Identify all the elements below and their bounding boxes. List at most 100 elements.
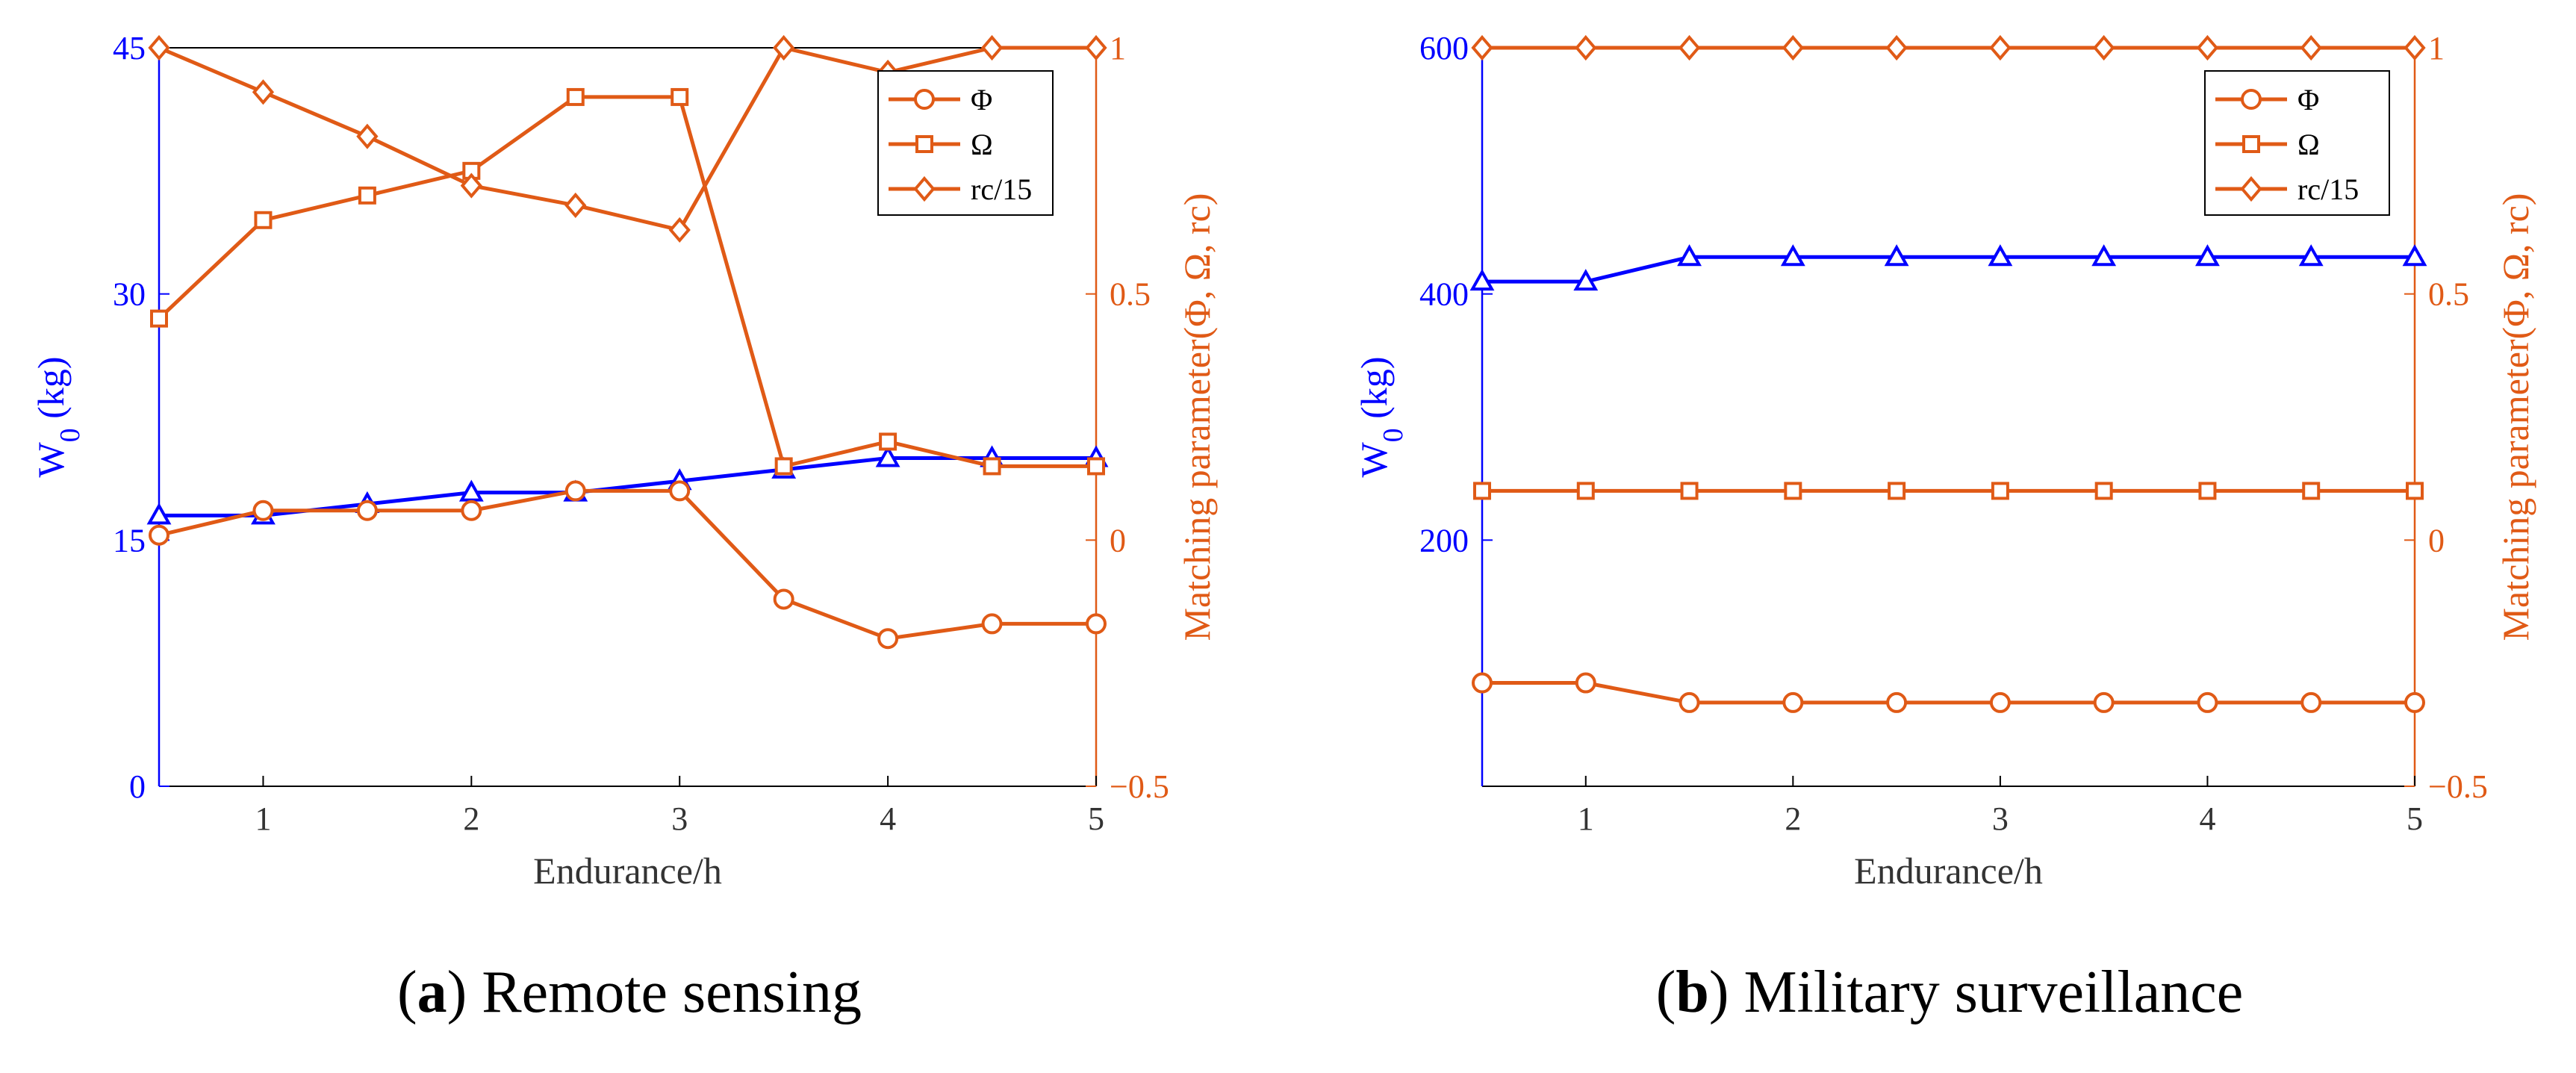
series-point-w0 <box>146 503 172 525</box>
x-tick-label: 4 <box>880 800 896 837</box>
series-point-diamond <box>2196 34 2219 61</box>
series-point-square <box>983 457 1001 476</box>
legend-label: Ω <box>971 128 993 161</box>
x-axis-label: Endurance/h <box>533 850 722 892</box>
y-left-label-main: W <box>1353 442 1395 478</box>
series-point-circle <box>1575 672 1596 694</box>
y-left-label-subscript: 0 <box>1378 428 1409 442</box>
caption-paren-open: ( <box>1656 960 1676 1025</box>
series-point-square <box>254 211 273 229</box>
series-line-square <box>158 95 1096 469</box>
caption-text: Military surveillance <box>1744 960 2244 1025</box>
series-point-circle <box>1782 691 1804 713</box>
series-point-square <box>2302 482 2321 500</box>
y-right-tick-label: 1 <box>1110 30 1126 66</box>
caption-panel-label: b <box>1676 960 1709 1025</box>
y-left-axis-label: W0 (kg) <box>30 356 86 477</box>
series-point-square <box>879 432 897 451</box>
series-point-diamond <box>1782 34 1804 61</box>
series-point-square <box>1473 482 1491 500</box>
y-right-tick-label: 1 <box>2428 30 2445 66</box>
series-point-circle <box>1472 672 1493 694</box>
legend-marker-square <box>2242 135 2260 153</box>
series-point-diamond <box>668 217 691 243</box>
y-right-tick-label: 0.5 <box>1110 276 1151 313</box>
y-left-axis-label: W0 (kg) <box>1353 356 1409 477</box>
series-point-w0 <box>2091 244 2117 267</box>
series-point-circle <box>564 480 586 502</box>
caption-panel-label: a <box>417 960 447 1025</box>
x-tick-label: 2 <box>1785 800 1801 837</box>
y-left-tick-label: 600 <box>1419 30 1469 66</box>
series-point-w0 <box>2298 244 2324 267</box>
y-right-tick-label: −0.5 <box>2428 768 2488 805</box>
x-tick-label: 2 <box>463 800 479 837</box>
series-point-diamond <box>1085 34 1107 61</box>
caption-paren-close: ) <box>1709 960 1744 1025</box>
series-line-circle <box>1482 681 2415 705</box>
series-point-square <box>1784 482 1802 500</box>
y-right-tick-label: 0.5 <box>2428 276 2469 313</box>
series-point-circle <box>461 500 482 521</box>
panel-caption: (b) Military surveillance <box>1656 960 2243 1025</box>
caption-paren-close: ) <box>447 960 482 1025</box>
y-left-tick-label: 200 <box>1419 522 1469 559</box>
series-point-diamond <box>2404 34 2426 61</box>
series-point-diamond <box>1678 34 1701 61</box>
series-line-w0 <box>1482 255 2415 284</box>
series-point-diamond <box>980 34 1004 61</box>
series-point-circle <box>773 588 794 610</box>
legend-marker-circle <box>2241 89 2262 110</box>
series-point-square <box>774 457 793 476</box>
series-line-diamond <box>158 46 1096 232</box>
series-point-w0 <box>2195 244 2220 267</box>
caption-paren-open: ( <box>397 960 417 1025</box>
series-point-diamond <box>1471 34 1493 61</box>
series-point-diamond <box>773 34 795 61</box>
series-point-square <box>671 87 689 106</box>
legend-marker-square <box>915 135 933 153</box>
series-point-circle <box>1989 691 2011 713</box>
series-point-square <box>2406 482 2424 500</box>
caption-text: Remote sensing <box>482 960 862 1025</box>
y-right-axis-label: Matching parameter(Φ, Ω, rc) <box>2495 193 2536 641</box>
series-point-square <box>1680 482 1699 500</box>
x-tick-label: 5 <box>2407 800 2423 837</box>
series-point-w0 <box>2402 244 2427 267</box>
x-tick-label: 1 <box>255 800 271 837</box>
series-point-diamond <box>2300 34 2322 61</box>
series-point-square <box>1576 482 1595 500</box>
series-point-circle <box>356 500 378 521</box>
series-point-w0 <box>1780 244 1805 267</box>
series-point-circle <box>149 524 169 546</box>
y-left-tick-label: 30 <box>113 276 146 313</box>
x-tick-label: 5 <box>1088 800 1104 837</box>
y-right-axis-label: Matching parameter(Φ, Ω, rc) <box>1176 193 1218 641</box>
series-point-circle <box>1679 691 1700 713</box>
x-tick-label: 3 <box>1992 800 2009 837</box>
series-point-circle <box>2300 691 2322 713</box>
series-point-diamond <box>564 192 587 219</box>
x-tick-label: 3 <box>671 800 688 837</box>
y-left-tick-label: 0 <box>129 768 146 805</box>
y-right-tick-label: 0 <box>1110 522 1126 559</box>
x-tick-label: 4 <box>2199 800 2215 837</box>
series-point-circle <box>669 480 691 502</box>
series-point-circle <box>877 628 899 650</box>
series-point-circle <box>1086 613 1107 635</box>
series-point-circle <box>1886 691 1908 713</box>
series-point-diamond <box>1885 34 1908 61</box>
y-left-label-subscript: 0 <box>55 428 86 442</box>
series-point-w0 <box>1469 269 1495 291</box>
y-left-tick-label: 45 <box>113 30 146 66</box>
series-point-circle <box>252 500 274 521</box>
series-point-square <box>2094 482 2113 500</box>
y-left-tick-label: 15 <box>113 522 146 559</box>
series-point-circle <box>2093 691 2115 713</box>
